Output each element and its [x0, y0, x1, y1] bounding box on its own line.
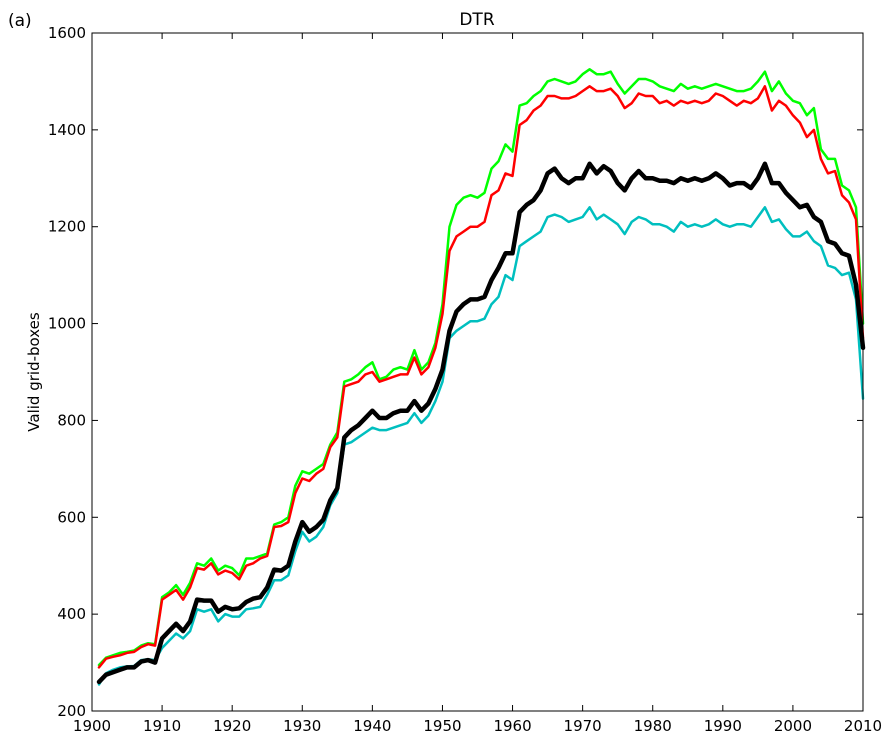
y-tick-label: 1000: [48, 315, 86, 333]
x-tick-label: 1910: [143, 717, 181, 735]
x-tick-label: 1980: [634, 717, 672, 735]
x-tick-label: 1950: [423, 717, 461, 735]
x-tick-label: 1970: [564, 717, 602, 735]
y-axis-label: Valid grid-boxes: [25, 312, 43, 432]
series-line-4: [96, 161, 866, 685]
y-tick-label: 400: [57, 605, 86, 623]
panel-label: (a): [8, 11, 32, 31]
y-tick-label: 800: [57, 411, 86, 429]
x-tick-label: 1990: [704, 717, 742, 735]
plot-frame: [91, 32, 864, 712]
y-tick-label: 200: [57, 702, 86, 720]
x-tick-label: 1900: [73, 717, 111, 735]
series-line-2: [97, 85, 865, 669]
y-tick-label: 1400: [48, 121, 86, 139]
y-tick-label: 1200: [48, 218, 86, 236]
x-tick-label: 2010: [844, 717, 882, 735]
y-tick-label: 600: [57, 508, 86, 526]
x-tick-label: 2000: [774, 717, 812, 735]
y-tick-label: 1600: [48, 24, 86, 42]
series-line-1: [97, 68, 865, 667]
axis-ticks: 1900 1910 1920 1930 1940 1950 1960 1970 1980 1990…: [48, 24, 882, 735]
x-tick-label: 1960: [493, 717, 531, 735]
x-tick-label: 1930: [283, 717, 321, 735]
x-tick-label: 1920: [213, 717, 251, 735]
series-group: [96, 68, 866, 686]
series-line-3: [97, 206, 865, 686]
x-tick-label: 1940: [353, 717, 391, 735]
chart-title: DTR: [459, 10, 494, 30]
